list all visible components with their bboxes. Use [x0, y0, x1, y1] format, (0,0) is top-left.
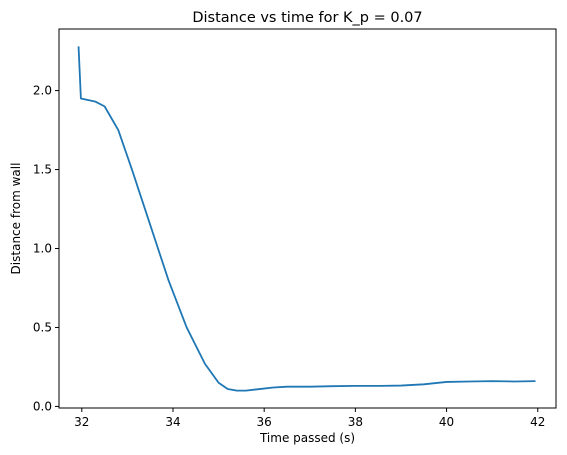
x-tick-label: 32	[74, 415, 89, 429]
y-tick-label: 2.0	[33, 84, 52, 98]
plot-frame	[58, 28, 557, 409]
series-line-0	[77, 46, 536, 392]
plot-area	[59, 29, 556, 408]
x-tick-label: 36	[257, 415, 272, 429]
x-tick-label: 42	[530, 415, 545, 429]
y-axis: 0.0 0.5 1.0 1.5 2.0	[33, 84, 59, 413]
x-tick-label: 38	[348, 415, 363, 429]
y-axis-label: Distance from wall	[9, 163, 23, 275]
x-tick-label: 40	[439, 415, 454, 429]
x-axis: 32 34 36 38 40 42	[74, 408, 545, 429]
series-layer	[77, 46, 536, 392]
y-tick-label: 1.0	[33, 242, 52, 256]
x-tick-label: 34	[165, 415, 180, 429]
y-tick-label: 1.5	[33, 163, 52, 177]
x-axis-label: Time passed (s)	[259, 431, 355, 445]
chart-title: Distance vs time for K_p = 0.07	[192, 10, 422, 26]
y-tick-label: 0.0	[33, 399, 52, 413]
y-tick-label: 0.5	[33, 320, 52, 334]
